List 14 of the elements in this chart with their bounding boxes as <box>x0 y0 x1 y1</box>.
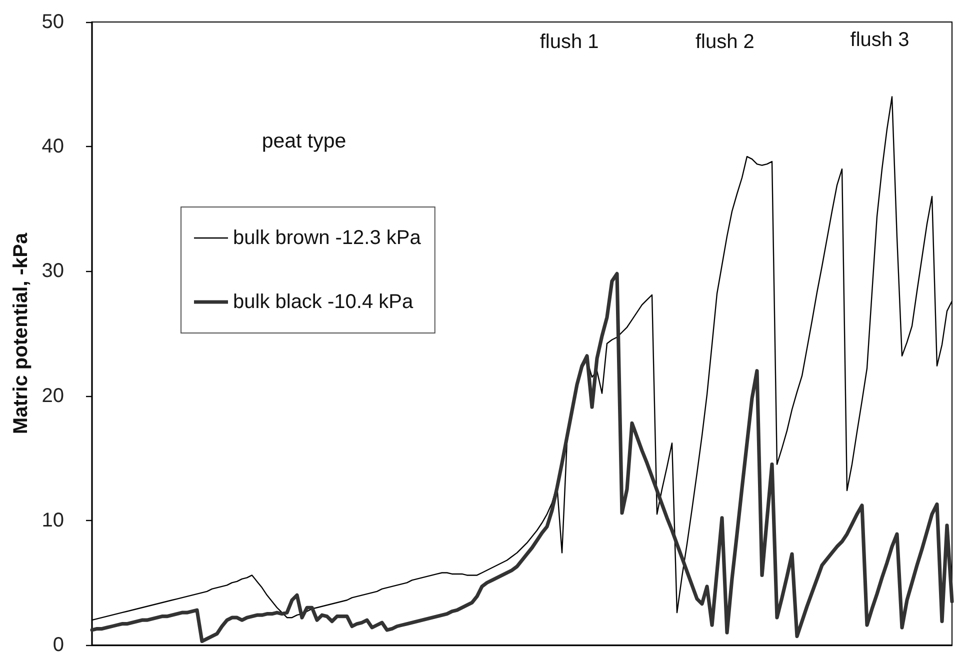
y-axis-title: Matric potential, -kPa <box>10 232 32 434</box>
y-tick-label: 0 <box>52 634 64 656</box>
annotation: flush 2 <box>695 31 754 53</box>
line-series <box>90 272 954 644</box>
legend-label: bulk black -10.4 kPa <box>233 291 414 313</box>
legend-label: bulk brown -12.3 kPa <box>233 227 422 249</box>
y-tick-label: 20 <box>42 384 64 407</box>
annotation: flush 1 <box>540 31 599 53</box>
y-tick-label: 10 <box>42 509 64 532</box>
y-tick-label: 40 <box>42 136 64 158</box>
y-tick-label: 30 <box>42 260 64 282</box>
annotation: flush 3 <box>850 29 910 51</box>
y-tick-label: 50 <box>42 11 64 33</box>
legend-title: peat type <box>262 130 346 152</box>
